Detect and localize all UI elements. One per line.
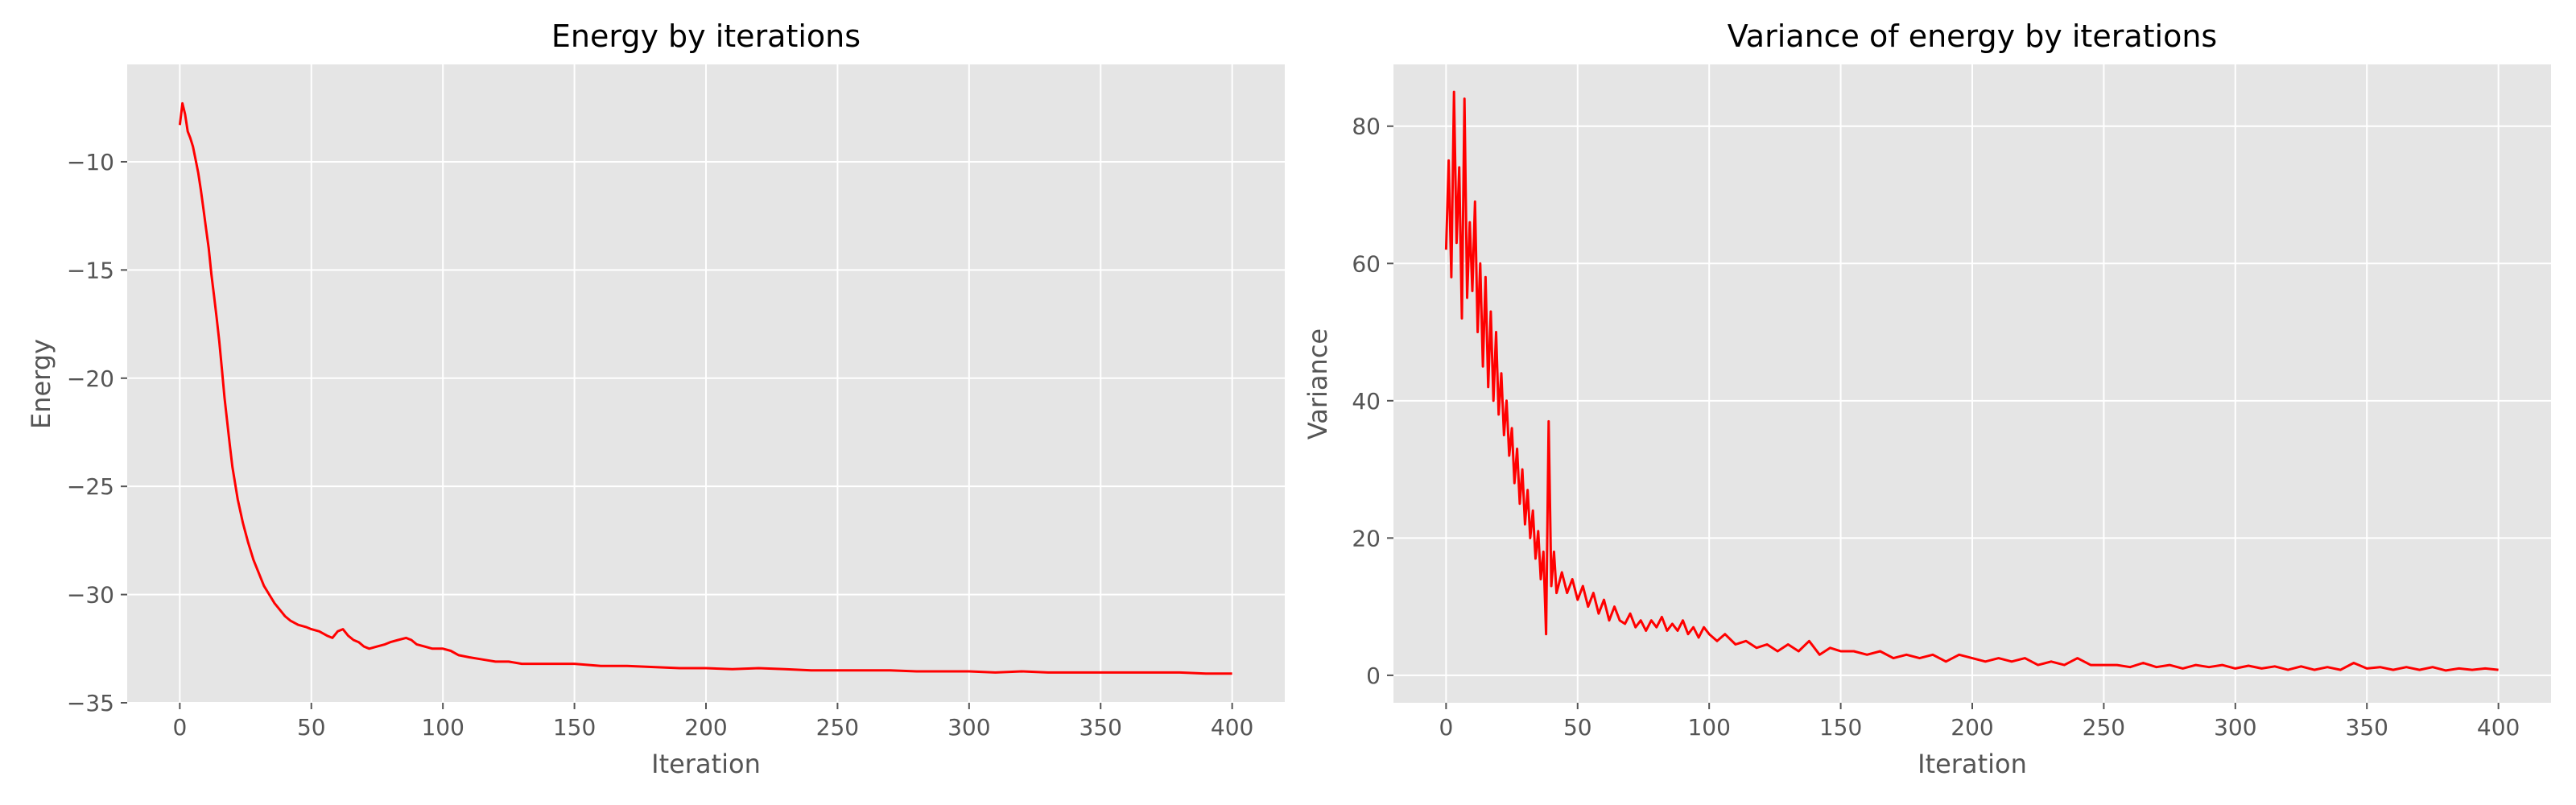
energy-x-tick-label: 50 [297,714,326,741]
energy-y-tick-label: −30 [67,582,114,609]
variance-x-tick-label: 100 [1687,714,1730,741]
energy-x-ticks: 0 50 100 150 200 250 300 350 400 [172,703,1253,741]
variance-y-tick-label: 20 [1352,525,1381,551]
energy-x-tick-label: 150 [553,714,596,741]
energy-y-tick-label: −15 [67,257,114,283]
variance-x-tick-label: 50 [1563,714,1592,741]
energy-series-line [178,101,1232,675]
energy-y-ticks: −35 −30 −25 −20 −15 −10 [67,149,127,716]
variance-series-line [1444,90,2499,672]
variance-series [1444,90,2499,672]
energy-y-tick-label: −10 [67,149,114,175]
energy-x-tick-label: 400 [1211,714,1253,741]
variance-x-tick-label: 0 [1439,714,1453,741]
energy-y-tick-label: −20 [67,365,114,392]
energy-chart-title: Energy by iterations [551,19,861,54]
variance-chart-title: Variance of energy by iterations [1728,19,2217,54]
variance-y-tick-label: 60 [1352,250,1381,277]
variance-x-tick-label: 200 [1951,714,1993,741]
variance-y-tick-label: 0 [1366,663,1381,689]
energy-x-axis-label: Iteration [651,749,761,779]
variance-x-axis-label: Iteration [1918,749,2027,779]
variance-x-tick-label: 300 [2214,714,2256,741]
energy-x-tick-label: 200 [684,714,727,741]
energy-x-tick-label: 100 [421,714,464,741]
variance-y-ticks: 0 20 40 60 80 [1352,114,1393,689]
energy-x-tick-label: 300 [947,714,990,741]
energy-y-tick-label: −35 [67,690,114,716]
variance-x-tick-label: 150 [1819,714,1862,741]
variance-gridlines [1393,64,2551,703]
energy-x-tick-label: 350 [1080,714,1122,741]
variance-y-tick-label: 40 [1352,388,1381,415]
variance-y-axis-label: Variance [1302,328,1333,440]
energy-series [178,101,1232,675]
energy-y-tick-label: −25 [67,473,114,500]
energy-gridlines [127,64,1285,704]
energy-chart: 0 50 100 150 200 250 300 350 400 −35 −30 −25 −20 −15… [26,19,1285,779]
variance-y-tick-label: 80 [1352,114,1381,140]
energy-y-axis-label: Energy [26,339,56,429]
variance-x-tick-label: 400 [2477,714,2520,741]
variance-chart: 0 50 100 150 200 250 300 350 400 0 20 40 60 80 Varia… [1302,19,2551,779]
variance-x-ticks: 0 50 100 150 200 250 300 350 400 [1439,703,2520,741]
energy-x-tick-label: 250 [816,714,859,741]
variance-x-tick-label: 350 [2346,714,2388,741]
energy-x-tick-label: 0 [172,714,187,741]
variance-x-tick-label: 250 [2083,714,2125,741]
